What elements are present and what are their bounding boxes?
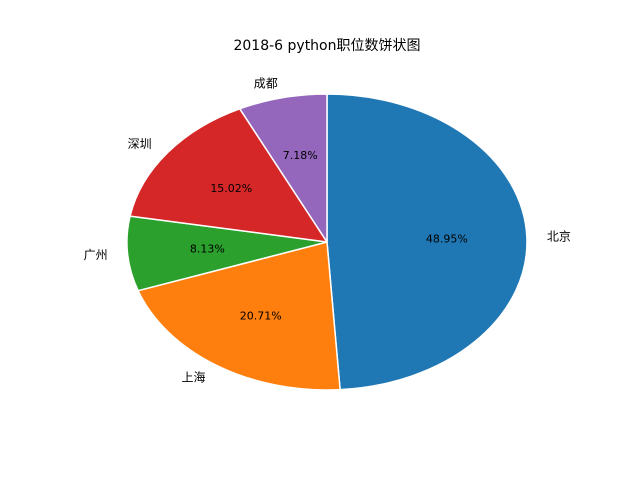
category-label-guangzhou: 广州 <box>84 248 108 262</box>
percent-label-chengdu: 7.18% <box>283 149 318 162</box>
category-label-shenzhen: 深圳 <box>128 137 152 151</box>
percent-label-beijing: 48.95% <box>426 233 468 246</box>
percent-label-guangzhou: 8.13% <box>190 243 225 256</box>
percent-label-shenzhen: 15.02% <box>210 182 252 195</box>
category-label-shanghai: 上海 <box>181 370 205 385</box>
chart-title: 2018-6 python职位数饼状图 <box>233 38 420 54</box>
category-label-beijing: 北京 <box>547 230 571 244</box>
category-label-chengdu: 成都 <box>254 76 278 90</box>
percent-label-shanghai: 20.71% <box>240 310 282 323</box>
